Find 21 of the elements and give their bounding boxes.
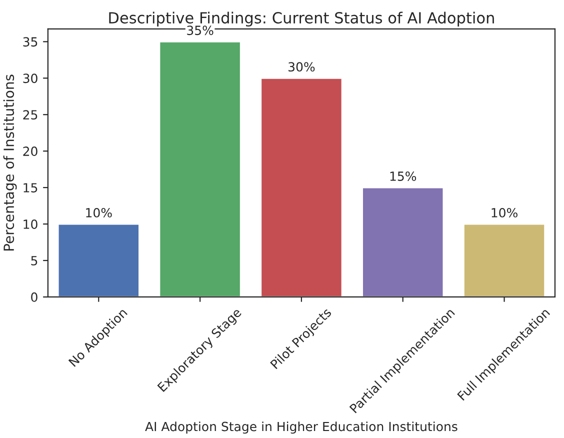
bar [260, 77, 343, 297]
y-axis-title: Percentage of Institutions [3, 74, 17, 250]
data-label: 10% [492, 208, 518, 218]
y-tick-label: 30 [23, 74, 38, 84]
y-tick-label: 35 [23, 37, 38, 47]
y-tick-label: 10 [24, 219, 38, 229]
data-label: 10% [86, 208, 112, 218]
y-tick-label: 0 [31, 292, 38, 302]
y-tick-label: 25 [23, 110, 38, 120]
y-tick-label: 20 [23, 146, 38, 156]
y-tick-label: 5 [31, 256, 38, 266]
bar [362, 186, 444, 297]
data-label: 35% [187, 26, 214, 36]
data-label: 15% [390, 172, 416, 181]
bar [158, 40, 242, 297]
data-label: 30% [288, 62, 315, 72]
x-axis-title: AI Adoption Stage in Higher Education Institutions [145, 422, 458, 434]
chart-title: Descriptive Findings: Current Status of AI Adoption [109, 12, 494, 27]
bar [463, 223, 546, 297]
bar [57, 223, 140, 297]
y-tick-label: 15 [24, 183, 38, 192]
